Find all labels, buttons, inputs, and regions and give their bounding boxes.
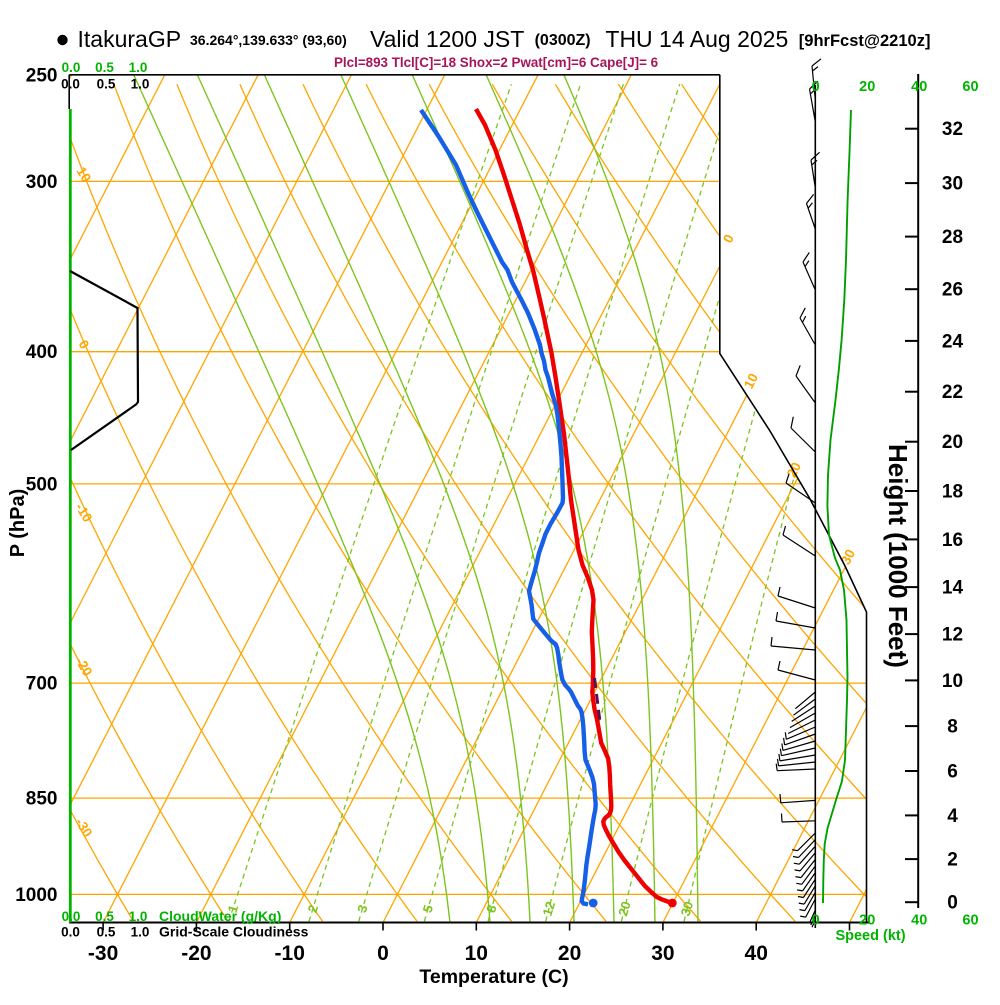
svg-text:6: 6 <box>947 762 958 783</box>
svg-text:-20: -20 <box>181 942 211 965</box>
svg-text:14: 14 <box>942 578 964 599</box>
svg-text:10: 10 <box>942 671 963 692</box>
svg-text:20: 20 <box>859 79 875 95</box>
svg-text:40: 40 <box>911 913 927 929</box>
svg-text:26: 26 <box>942 280 963 301</box>
svg-text:0.0: 0.0 <box>62 60 81 75</box>
svg-text:-10: -10 <box>275 942 305 965</box>
svg-text:(0300Z): (0300Z) <box>535 32 591 49</box>
svg-text:[9hrFcst@2210z]: [9hrFcst@2210z] <box>799 32 931 50</box>
svg-text:250: 250 <box>26 65 58 86</box>
svg-text:P (hPa): P (hPa) <box>7 489 29 558</box>
svg-text:20: 20 <box>558 942 581 965</box>
svg-text:Temperature (C): Temperature (C) <box>419 966 568 988</box>
svg-text:18: 18 <box>942 481 963 502</box>
svg-text:0.5: 0.5 <box>97 925 116 940</box>
svg-text:1.0: 1.0 <box>131 77 150 92</box>
svg-text:300: 300 <box>26 172 58 193</box>
svg-text:400: 400 <box>26 342 58 363</box>
svg-text:1000: 1000 <box>15 885 57 906</box>
svg-text:10: 10 <box>465 942 488 965</box>
svg-text:28: 28 <box>942 227 963 248</box>
svg-text:2: 2 <box>947 850 958 871</box>
svg-text:0.0: 0.0 <box>61 77 80 92</box>
svg-text:0: 0 <box>812 79 820 95</box>
svg-text:4: 4 <box>947 806 958 827</box>
svg-text:850: 850 <box>26 789 58 810</box>
svg-text:24: 24 <box>942 331 964 352</box>
svg-text:ItakuraGP: ItakuraGP <box>78 26 182 52</box>
svg-text:0: 0 <box>812 913 820 929</box>
svg-text:20: 20 <box>942 432 963 453</box>
svg-text:0: 0 <box>377 942 389 965</box>
svg-text:60: 60 <box>962 913 978 929</box>
svg-text:0.5: 0.5 <box>95 909 114 924</box>
svg-text:20: 20 <box>859 913 875 929</box>
svg-text:40: 40 <box>745 942 768 965</box>
svg-text:30: 30 <box>942 174 963 195</box>
svg-text:16: 16 <box>942 530 963 551</box>
svg-text:30: 30 <box>651 942 674 965</box>
svg-text:1.0: 1.0 <box>129 909 148 924</box>
svg-text:CloudWater (g/Kg): CloudWater (g/Kg) <box>159 908 281 924</box>
svg-text:0.0: 0.0 <box>61 925 80 940</box>
svg-text:Plcl=893 Tlcl[C]=18 Shox=2 Pwa: Plcl=893 Tlcl[C]=18 Shox=2 Pwat[cm]=6 Ca… <box>334 55 658 70</box>
svg-text:36.264°,139.633° (93,60): 36.264°,139.633° (93,60) <box>190 32 347 48</box>
svg-text:32: 32 <box>942 119 963 140</box>
svg-text:1.0: 1.0 <box>131 925 150 940</box>
svg-text:Valid 1200 JST: Valid 1200 JST <box>370 26 524 52</box>
svg-text:60: 60 <box>962 79 978 95</box>
svg-text:0.0: 0.0 <box>62 909 81 924</box>
svg-text:500: 500 <box>26 474 58 495</box>
svg-text:Speed (kt): Speed (kt) <box>835 928 905 944</box>
svg-text:Height (1000 Feet): Height (1000 Feet) <box>883 444 913 668</box>
svg-text:Grid-Scale Cloudiness: Grid-Scale Cloudiness <box>159 924 309 940</box>
svg-text:700: 700 <box>26 674 58 695</box>
svg-text:1.0: 1.0 <box>129 60 148 75</box>
svg-text:0.5: 0.5 <box>97 77 116 92</box>
svg-text:12: 12 <box>942 625 963 646</box>
svg-text:0.5: 0.5 <box>95 60 114 75</box>
svg-text:8: 8 <box>947 717 958 738</box>
svg-text:22: 22 <box>942 382 963 403</box>
svg-text:-30: -30 <box>88 942 118 965</box>
svg-text:40: 40 <box>911 79 927 95</box>
svg-text:0: 0 <box>947 893 958 914</box>
svg-text:THU 14 Aug 2025: THU 14 Aug 2025 <box>605 26 788 52</box>
